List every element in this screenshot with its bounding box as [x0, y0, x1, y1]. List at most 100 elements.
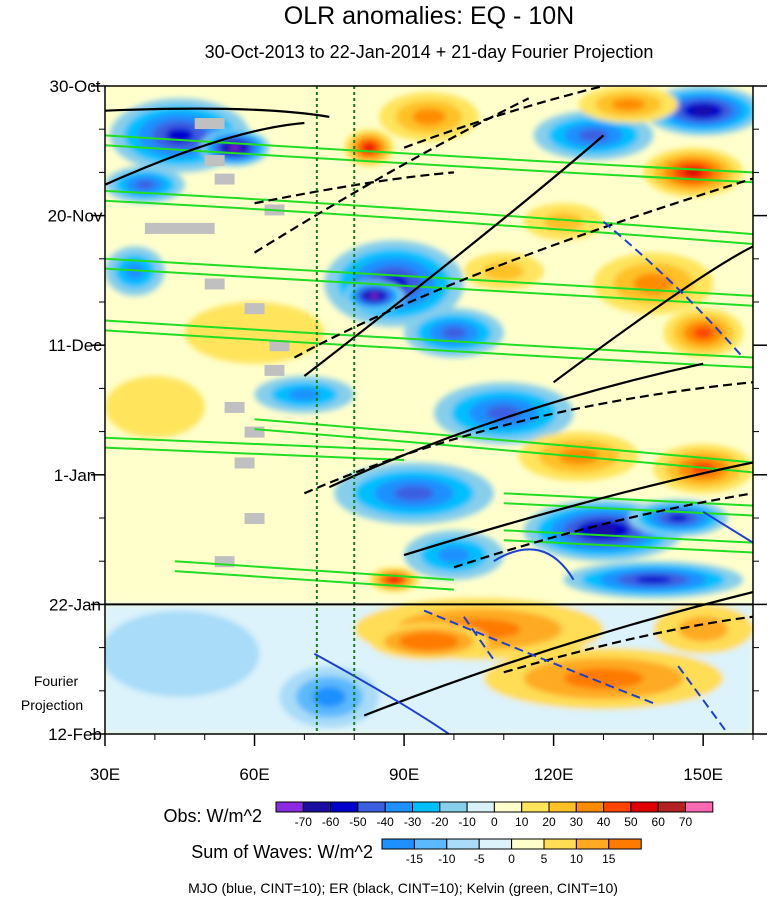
kelvin-contours	[105, 134, 753, 591]
projection-anomaly-1-level-3	[563, 668, 644, 689]
y-tick-label-3: 1-Jan	[54, 466, 97, 485]
obs-anomaly-2-level-4	[134, 180, 155, 190]
mjo-contours	[313, 220, 753, 734]
reference-lines	[315, 86, 356, 734]
missing-data-patch-13	[214, 556, 235, 568]
kelvin-contour-3-a	[105, 319, 753, 359]
obs-colorbar-tick-14: 70	[679, 815, 693, 829]
missing-data-patch-12	[244, 513, 265, 524]
obs-anomaly-6-level-3	[287, 388, 321, 401]
chart-subtitle: 30-Oct-2013 to 22-Jan-2014 + 21-day Four…	[205, 42, 654, 62]
kelvin-contour-0-b	[105, 144, 753, 184]
waves-colorbar-box-7	[608, 838, 642, 850]
mjo-contour-negative-0	[602, 220, 744, 359]
waves-colorbar-box-5	[543, 838, 577, 850]
er-contour-positive-1	[303, 134, 605, 377]
er-contours	[105, 86, 753, 717]
waves-colorbar-box-2	[446, 838, 480, 850]
obs-anomaly-23-level-5	[389, 577, 400, 583]
y-axis: 30-Oct 20-Nov 11-Dec 1-Jan 22-Jan 12-Feb	[48, 77, 767, 744]
obs-colorbar-label: Obs: W/m^2	[164, 806, 262, 826]
obs-anomaly-24-level-2	[543, 212, 584, 232]
projection-anomaly-5-level-2	[678, 616, 729, 642]
missing-data-patch-5	[204, 278, 225, 290]
missing-data-patch-8	[264, 364, 285, 376]
obs-colorbar-tick-1: -60	[322, 815, 340, 829]
obs-colorbar-tick-7: 0	[491, 815, 498, 829]
kelvin-contour-4-b	[254, 428, 753, 474]
waves-colorbar-tick-4: 5	[541, 852, 548, 866]
obs-colorbar-box-0	[275, 801, 304, 813]
obs-anomaly-11-level-5	[635, 576, 672, 584]
obs-colorbar-tick-12: 50	[624, 815, 638, 829]
projection-note-line2: Projection	[21, 697, 83, 713]
obs-anomaly-14-level-4	[578, 129, 609, 142]
projection-anomaly-3-level-3	[312, 686, 346, 708]
waves-colorbar-box-6	[575, 838, 610, 850]
obs-colorbar-tick-11: 40	[597, 815, 611, 829]
kelvin-contour-1-a	[105, 189, 753, 236]
er-contour-negative-4	[503, 615, 753, 674]
obs-anomaly-16-level-3	[412, 108, 446, 126]
kelvin-contour-6-a	[174, 560, 454, 581]
kelvin-contour-1-b	[105, 199, 753, 245]
obs-colorbar-tick-6: -10	[458, 815, 476, 829]
plot-area	[105, 86, 753, 734]
x-tick-label-3: 120E	[534, 765, 574, 784]
kelvin-contour-2-a	[105, 257, 753, 297]
mjo-contour-positive-0	[493, 548, 575, 581]
obs-colorbar-box-9	[521, 801, 550, 813]
kelvin-contour-5-b	[105, 446, 405, 461]
mjo-contour-positive-1	[313, 652, 450, 734]
obs-colorbar-box-12	[603, 801, 632, 813]
obs-colorbar-box-11	[575, 801, 605, 813]
obs-anomaly-1-level-7	[229, 145, 240, 151]
x-axis: 30E 60E 90E 120E 150E	[90, 734, 754, 784]
projection-anomaly-4-level-1	[105, 610, 260, 697]
er-contour-positive-0	[105, 121, 305, 186]
obs-anomaly-13-level-6	[693, 106, 714, 115]
obs-colorbar-box-13	[630, 801, 659, 813]
waves-colorbar-box-0	[381, 838, 415, 850]
obs-colorbar-box-1	[302, 801, 332, 813]
obs-colorbar-tick-4: -30	[404, 815, 422, 829]
obs-colorbar-box-4	[384, 801, 414, 813]
obs-anomaly-27-level-3	[611, 98, 646, 111]
projection-note-line1: Fourier	[34, 673, 79, 689]
er-contour-positive-2	[552, 245, 753, 384]
waves-colorbar-tick-3: 0	[508, 852, 515, 866]
obs-colorbar-tick-0: -70	[295, 815, 313, 829]
missing-data-patch-7	[269, 340, 290, 352]
obs-colorbar-box-6	[439, 801, 468, 813]
contour-footer: MJO (blue, CINT=10); ER (black, CINT=10)…	[188, 880, 618, 896]
waves-colorbar-tick-2: -5	[474, 852, 485, 866]
er-contour-positive-6	[328, 362, 704, 489]
er-contour-negative-6	[254, 171, 455, 205]
y-tick-label-2: 11-Dec	[48, 336, 102, 355]
y-tick-label-5: 12-Feb	[48, 725, 102, 744]
obs-anomaly-4-level-7	[369, 293, 379, 299]
missing-data-patch-10	[244, 426, 265, 438]
er-contour-negative-3	[453, 492, 753, 569]
obs-colorbar-box-5	[412, 801, 441, 813]
mjo-contour-negative-2	[677, 665, 729, 734]
kelvin-contour-4-a	[254, 418, 753, 464]
obs-anomaly-26-level-1	[105, 376, 205, 438]
er-contour-negative-0	[253, 97, 530, 254]
er-contour-negative-2	[303, 381, 753, 495]
missing-data-patch-11	[234, 457, 255, 469]
mjo-contour-positive-2	[702, 510, 753, 544]
obs-colorbar-tick-10: 30	[570, 815, 584, 829]
missing-data-patch-2	[214, 173, 235, 185]
obs-anomaly-7-level-4	[486, 405, 522, 421]
obs-anomaly-9-level-6	[590, 525, 617, 536]
chart-title: OLR anomalies: EQ - 10N	[284, 2, 574, 30]
obs-colorbar-box-10	[548, 801, 577, 813]
obs-anomaly-17-level-5	[364, 144, 375, 152]
mjo-contour-negative-3	[463, 616, 495, 661]
missing-data-patch-6	[244, 303, 265, 315]
waves-colorbar-box-3	[478, 838, 513, 850]
obs-colorbar-box-3	[357, 801, 386, 813]
missing-data-patch-1	[204, 155, 225, 167]
